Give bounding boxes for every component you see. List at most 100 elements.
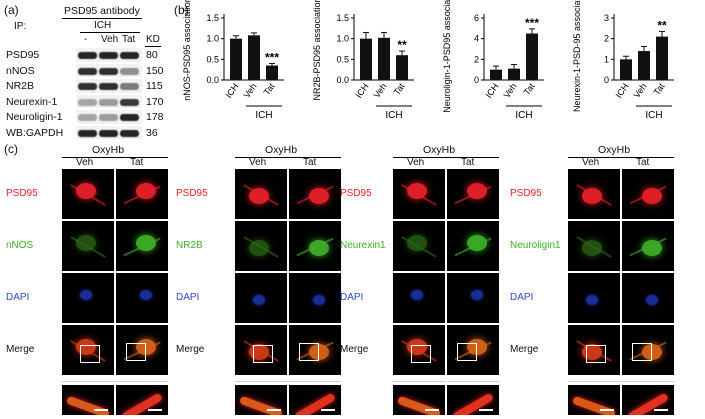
stain-label: DAPI <box>176 292 200 303</box>
micrograph-tile <box>116 325 168 375</box>
chart-x-tick-label: ICH <box>224 81 241 99</box>
cell-signal <box>309 344 329 360</box>
chart-bar <box>526 33 538 80</box>
micrograph-tile <box>622 273 674 323</box>
chart-group-label: ICH <box>385 110 402 121</box>
blot-row-label: nNOS <box>6 64 35 77</box>
chart-bar <box>656 36 668 80</box>
chart-y-axis-label: NR2B-PSD95 association <box>312 0 322 101</box>
micrograph-tile <box>235 221 287 271</box>
chart-x-tick-label: ICH <box>354 81 371 99</box>
stain-label: Neurexin1 <box>340 240 386 251</box>
zoom-connector <box>622 381 674 382</box>
stain-label: nNOS <box>6 240 34 251</box>
chart-y-axis-label: Neuroligin-1-PSD95 association <box>442 0 452 113</box>
zoomed-signal <box>238 395 284 415</box>
blot-band <box>78 98 97 106</box>
stain-label: PSD95 <box>510 188 542 199</box>
cell-signal <box>309 240 329 256</box>
chart-y-tick-label: 0.0 <box>206 75 219 85</box>
zoomed-merge-tile <box>568 385 620 415</box>
zoom-box <box>299 343 319 361</box>
zoomed-merge-tile <box>393 385 445 415</box>
chart-significance: ** <box>397 38 407 52</box>
blot-band <box>99 114 118 121</box>
micrograph-tile <box>622 325 674 375</box>
cell-signal <box>642 188 662 204</box>
blot-band <box>99 129 118 137</box>
zoomed-merge-tile <box>447 385 499 415</box>
chart-y-tick-label: 1.0 <box>336 34 349 44</box>
oxyhb-underline <box>393 157 499 158</box>
zoom-box <box>253 345 273 363</box>
cell-signal <box>471 290 483 300</box>
cell-signal <box>309 188 329 204</box>
blot-row-label: Neurexin-1 <box>6 95 58 108</box>
chart-y-axis-label: nNOS-PSD95 association <box>182 0 192 101</box>
kd-header: KD <box>146 34 160 45</box>
blot-row-label: WB:GAPDH <box>6 126 64 139</box>
stain-label: Neuroligin1 <box>510 240 561 251</box>
cell-signal <box>586 295 598 305</box>
blot-row-kd: 178 <box>146 111 164 123</box>
cell-signal <box>646 295 658 305</box>
zoomed-signal <box>571 395 617 415</box>
chart-y-tick-label: 4 <box>474 34 479 44</box>
condition-column-label: Tat <box>130 157 144 168</box>
stain-label: Merge <box>340 344 369 355</box>
chart-bar <box>638 51 650 80</box>
zoomed-signal <box>626 392 670 415</box>
blot-band <box>78 114 97 121</box>
zoom-box <box>457 343 477 361</box>
chart-bar <box>248 35 260 80</box>
zoomed-signal <box>65 395 111 415</box>
blot-row-label: NR2B <box>6 80 35 92</box>
micrograph-tile <box>447 169 499 219</box>
micrograph-tile <box>568 169 620 219</box>
blot-band <box>78 83 97 90</box>
panel-c-label: (c) <box>4 142 18 156</box>
micrograph-tile <box>393 221 445 271</box>
blot-band <box>78 67 97 75</box>
chart-y-tick-label: 1.5 <box>206 13 219 23</box>
cell-signal <box>642 240 662 256</box>
blot-band <box>78 52 97 59</box>
blot-band <box>120 98 139 106</box>
condition-column-label: Tat <box>461 157 475 168</box>
chart-significance: ** <box>657 18 667 32</box>
micrograph-tile <box>447 221 499 271</box>
chart-y-tick-label: 0 <box>604 75 609 85</box>
zoomed-merge-tile <box>622 385 674 415</box>
micrograph-tile <box>62 325 114 375</box>
lane-label: Tat <box>122 34 136 45</box>
condition-column-label: Veh <box>582 157 600 168</box>
zoomed-merge-tile <box>62 385 114 415</box>
chart-y-tick-label: 0.0 <box>336 75 349 85</box>
oxyhb-header: OxyHb <box>423 144 456 156</box>
micrograph-tile <box>393 273 445 323</box>
stain-label: DAPI <box>340 292 364 303</box>
blot-row-label: Neuroligin-1 <box>6 111 63 123</box>
chart-y-tick-label: 6 <box>474 13 479 23</box>
zoom-box <box>126 343 146 361</box>
zoom-connector <box>447 381 499 382</box>
blot-band <box>99 83 118 90</box>
chart-y-tick-label: 2 <box>474 54 479 64</box>
zoomed-merge-tile <box>289 385 341 415</box>
zoom-connector <box>62 381 114 382</box>
stain-label: PSD95 <box>6 188 38 199</box>
micrograph-tile <box>393 169 445 219</box>
scale-bar <box>148 409 162 411</box>
chart-x-tick-label: Veh <box>502 81 519 99</box>
oxyhb-header: OxyHb <box>92 144 125 156</box>
cell-signal <box>253 295 265 305</box>
kd-underline <box>145 46 161 47</box>
chart-bar <box>378 37 390 80</box>
condition-column-label: Tat <box>303 157 317 168</box>
condition-column-label: Veh <box>407 157 425 168</box>
micrograph-tile <box>568 273 620 323</box>
blot-row-kd: 80 <box>146 49 158 61</box>
antibody-underline <box>62 18 142 19</box>
stain-label: DAPI <box>510 292 534 303</box>
